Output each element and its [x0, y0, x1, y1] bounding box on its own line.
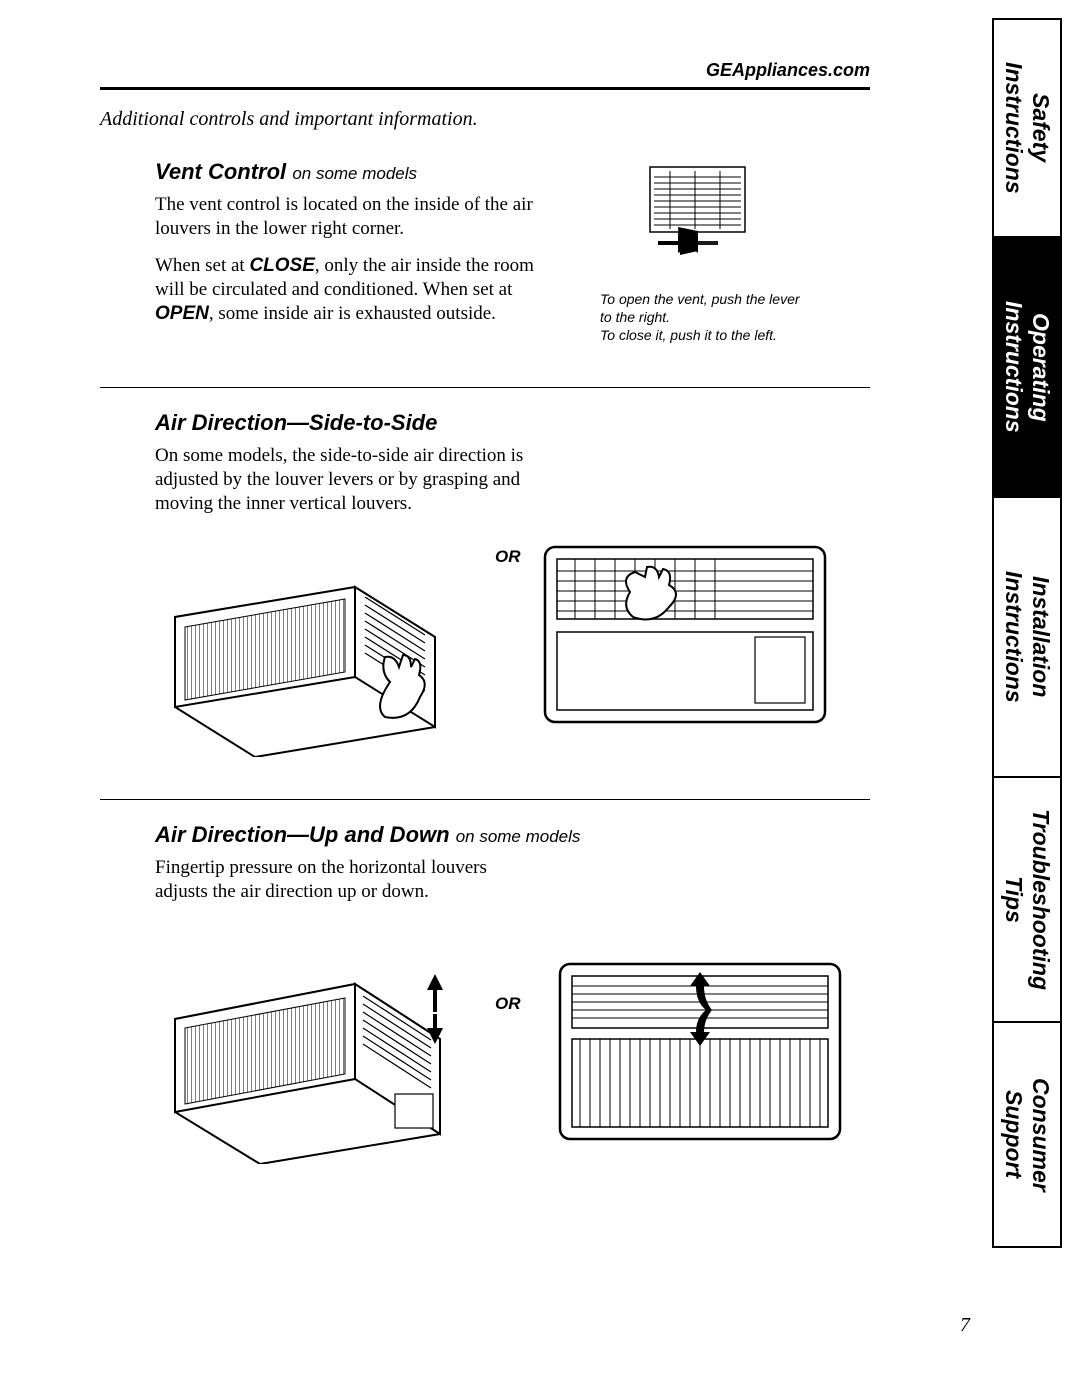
heading-updown: Air Direction—Up and Down on some models	[155, 822, 870, 848]
ac-front-arrows	[550, 954, 850, 1154]
rule-top	[100, 87, 870, 90]
page-number: 7	[960, 1314, 970, 1337]
section-air-side: Air Direction—Side-to-Side On some model…	[100, 410, 870, 767]
brand-url: GEAppliances.com	[100, 60, 870, 81]
ac-isometric-lever	[155, 537, 455, 757]
or-label-2: OR	[495, 994, 521, 1014]
vent-diagram: To open the vent, push the lever to the …	[600, 159, 800, 345]
updown-body: Fingertip pressure on the horizontal lou…	[155, 856, 535, 905]
side-illustrations: OR	[155, 537, 870, 767]
section-air-updown: Air Direction—Up and Down on some models…	[100, 822, 870, 1185]
heading-updown-text: Air Direction—Up and Down	[155, 822, 450, 847]
heading-side: Air Direction—Side-to-Side	[155, 410, 870, 436]
or-label-1: OR	[495, 547, 521, 567]
page-content: GEAppliances.com Additional controls and…	[100, 60, 870, 1184]
vent-body: The vent control is located on the insid…	[155, 193, 535, 327]
sidebar-tab-1[interactable]: Operating Instructions	[992, 238, 1062, 498]
rule-1	[100, 387, 870, 388]
side-para: On some models, the side-to-side air dir…	[155, 444, 535, 517]
sidebar-tab-3[interactable]: Troubleshooting Tips	[992, 778, 1062, 1023]
section-vent-control: Vent Control on some models The vent con…	[100, 159, 870, 327]
vent-caption: To open the vent, push the lever to the …	[600, 290, 800, 345]
sidebar-tabs: Safety InstructionsOperating Instruction…	[992, 18, 1062, 1278]
ac-front-louvers	[535, 537, 835, 737]
heading-updown-note: on some models	[456, 827, 581, 846]
sidebar-tab-4[interactable]: Consumer Support	[992, 1023, 1062, 1248]
updown-illustrations: OR	[155, 934, 870, 1184]
rule-2	[100, 799, 870, 800]
page-subtitle: Additional controls and important inform…	[100, 108, 870, 131]
heading-vent-text: Vent Control	[155, 159, 286, 184]
sidebar-tab-0[interactable]: Safety Instructions	[992, 18, 1062, 238]
ac-isometric-arrows	[155, 934, 465, 1164]
sidebar-tab-2[interactable]: Installation Instructions	[992, 498, 1062, 778]
heading-vent-note: on some models	[292, 164, 417, 183]
side-body: On some models, the side-to-side air dir…	[155, 444, 535, 517]
updown-para: Fingertip pressure on the horizontal lou…	[155, 856, 535, 905]
vent-lever-icon	[640, 159, 760, 279]
vent-para2: When set at CLOSE, only the air inside t…	[155, 254, 535, 327]
vent-para1: The vent control is located on the insid…	[155, 193, 535, 242]
